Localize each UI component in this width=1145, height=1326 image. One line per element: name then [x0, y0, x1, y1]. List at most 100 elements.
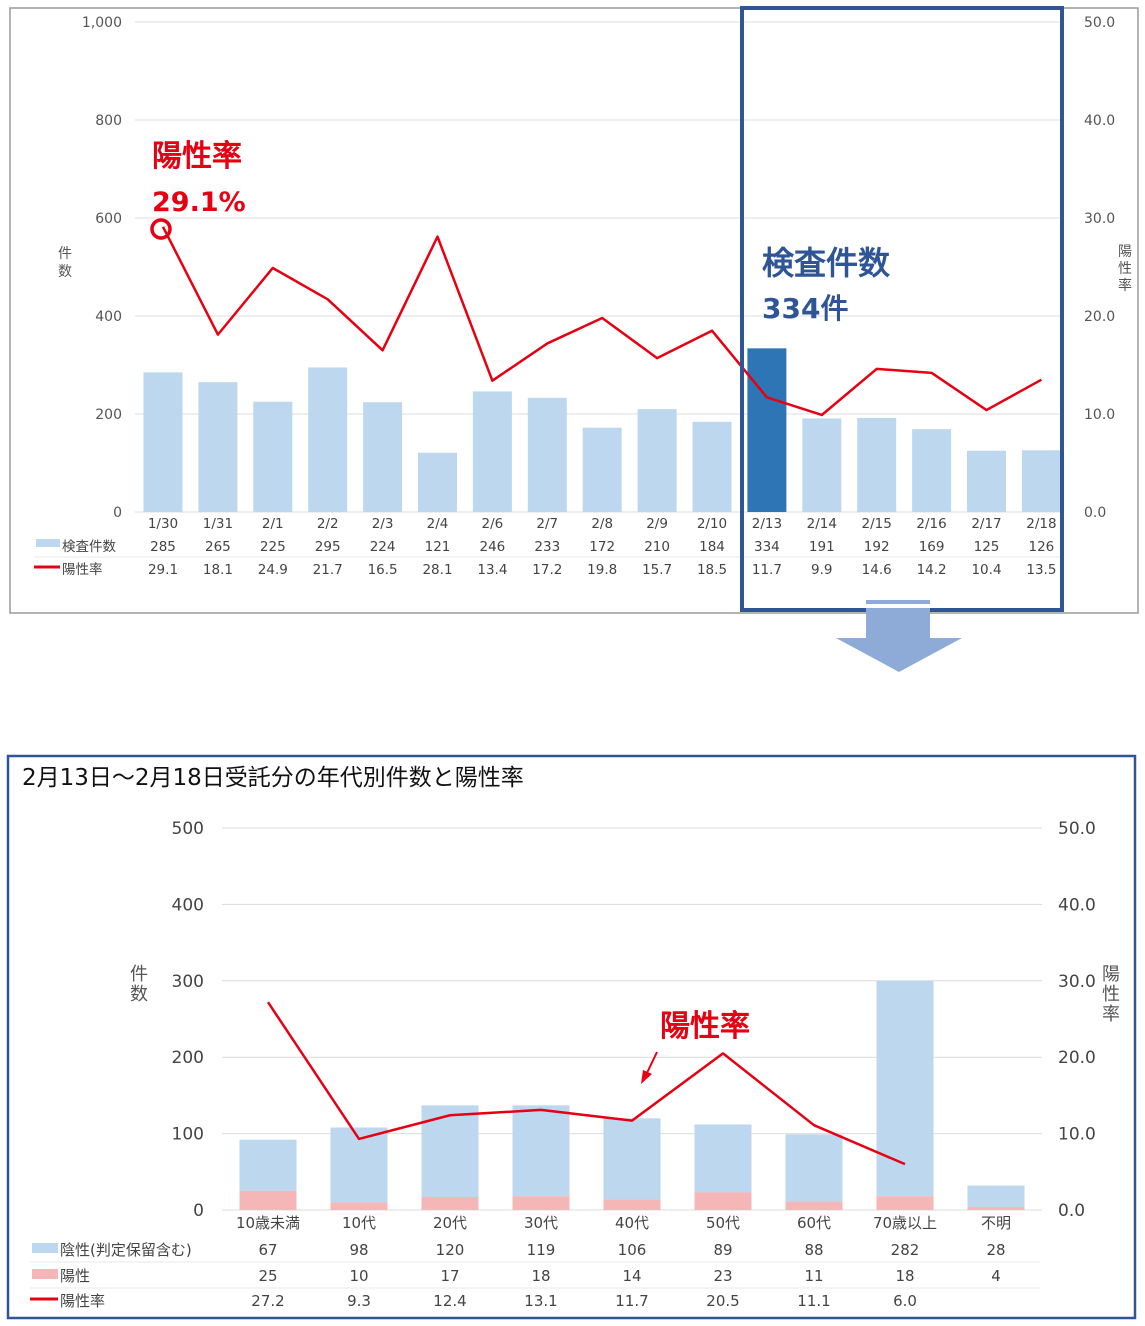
top-count-cell: 210 — [644, 539, 670, 555]
top-bar — [527, 397, 567, 512]
top-category-label: 2/8 — [591, 516, 613, 532]
top-rate-cell: 13.4 — [477, 562, 507, 578]
top-bar — [143, 372, 183, 512]
count-annotation-value: 334件 — [762, 292, 848, 325]
top-bar — [198, 382, 238, 512]
top-bar — [857, 417, 897, 512]
bottom-positive-cell: 14 — [622, 1267, 641, 1285]
top-y-tick-label: 400 — [95, 309, 122, 325]
top-count-cell: 184 — [699, 539, 725, 555]
bottom-positive-bar — [876, 1196, 934, 1210]
bottom-positive-cell: 4 — [991, 1267, 1001, 1285]
bottom-data-table: 67 25 27.2 98 10 9.3 120 17 12.4 119 18 13.1 106 14 11… — [30, 1241, 1040, 1310]
bottom-y-tick-label: 300 — [172, 972, 204, 992]
top-count-cell: 233 — [534, 539, 560, 555]
top-category-label: 2/15 — [862, 516, 892, 532]
top-category-label: 2/18 — [1026, 516, 1056, 532]
bottom-negative-cell: 120 — [436, 1241, 465, 1259]
bottom-rate-cell: 11.1 — [797, 1292, 830, 1310]
bottom-left-axis-label-1: 件 — [130, 964, 148, 985]
top-bar — [967, 450, 1006, 512]
bottom-right-axis-label-3: 率 — [1102, 1004, 1120, 1025]
bottom-y-tick-label: 500 — [172, 819, 204, 839]
bottom-legend-label-rate: 陽性率 — [60, 1292, 105, 1310]
bottom-category-label: 30代 — [524, 1214, 558, 1232]
top-rate-cell: 16.5 — [368, 562, 398, 578]
bottom-y-tick-label: 100 — [172, 1125, 204, 1145]
bottom-y2-tick-label: 10.0 — [1058, 1125, 1096, 1145]
bottom-negative-bar — [421, 1105, 479, 1198]
top-y-tick-label: 200 — [95, 407, 122, 423]
top-rate-cell: 19.8 — [587, 562, 617, 578]
top-data-table: 285 29.1 265 18.1 225 24.9 295 21.7 224 16.5 121 28… — [34, 539, 1060, 578]
top-category-label: 1/30 — [148, 516, 178, 532]
bottom-rate-line — [266, 1001, 906, 1166]
top-category-label: 2/10 — [697, 516, 727, 532]
top-category-label: 2/6 — [482, 516, 504, 532]
bottom-positive-bar — [694, 1192, 752, 1210]
bottom-positive-cell: 25 — [258, 1267, 277, 1285]
top-count-cell: 334 — [754, 539, 780, 555]
bottom-category-label: 70歳以上 — [873, 1214, 937, 1232]
top-bar — [418, 452, 457, 512]
top-left-axis-label-1: 件 — [58, 246, 72, 262]
top-right-axis-ticks: 50.0 40.0 30.0 20.0 10.0 0.0 — [1084, 15, 1115, 521]
bottom-legend-label-negative: 陰性(判定保留含む) — [60, 1241, 192, 1259]
bottom-negative-cell: 28 — [986, 1241, 1005, 1259]
top-rate-cell: 14.2 — [917, 562, 947, 578]
top-y2-tick-label: 30.0 — [1084, 211, 1115, 227]
top-right-axis-label-3: 率 — [1118, 277, 1132, 294]
bottom-chart-frame — [6, 754, 1137, 1320]
bottom-category-labels: 10歳未満 10代 20代 30代 40代 50代 60代 70歳以上 不明 — [236, 1214, 1011, 1232]
bottom-negative-bar — [785, 1134, 843, 1202]
top-bars — [143, 348, 1061, 512]
top-rate-cell: 29.1 — [148, 562, 178, 578]
bottom-negative-bar — [603, 1118, 661, 1200]
top-category-labels: 1/30 1/31 2/1 2/2 2/3 2/4 2/6 2/7 2/8 2/9 2/10 2/13… — [148, 516, 1057, 532]
bottom-rate-cell: 12.4 — [433, 1292, 466, 1310]
top-category-label: 2/9 — [646, 516, 668, 532]
bottom-positive-bar — [421, 1197, 479, 1210]
bottom-y-tick-label: 400 — [172, 895, 204, 915]
bottom-left-axis-ticks: 500 400 300 200 100 0 — [172, 819, 204, 1221]
bottom-y2-tick-label: 0.0 — [1058, 1201, 1085, 1221]
bottom-category-label: 20代 — [433, 1214, 467, 1232]
bottom-negative-cell: 119 — [527, 1241, 556, 1259]
top-category-label: 2/4 — [427, 516, 449, 532]
top-y2-tick-label: 0.0 — [1084, 505, 1106, 521]
top-bar — [747, 348, 787, 512]
top-y2-tick-label: 20.0 — [1084, 309, 1115, 325]
bottom-legend-label-positive: 陽性 — [60, 1267, 90, 1285]
top-bar — [363, 402, 403, 512]
bottom-rate-cell: 20.5 — [706, 1292, 739, 1310]
top-count-cell: 191 — [809, 539, 835, 555]
top-rate-cell: 9.9 — [811, 562, 832, 578]
top-y2-tick-label: 50.0 — [1084, 15, 1115, 31]
top-rate-cell: 28.1 — [422, 562, 452, 578]
top-chart: 1,000 800 600 400 200 0 50.0 40.0 30.0 20.0 10.0 0… — [9, 6, 1139, 614]
bottom-y2-tick-label: 40.0 — [1058, 895, 1096, 915]
bottom-positive-cell: 11 — [804, 1267, 823, 1285]
bottom-negative-bar — [512, 1105, 570, 1197]
top-count-cell: 192 — [864, 539, 890, 555]
top-y-tick-label: 800 — [95, 113, 122, 129]
top-category-label: 2/16 — [916, 516, 946, 532]
top-bar — [1021, 450, 1061, 512]
bottom-rate-cell: 9.3 — [347, 1292, 371, 1310]
top-rate-cell: 11.7 — [752, 562, 782, 578]
top-y-tick-label: 600 — [95, 211, 122, 227]
bottom-negative-cell: 89 — [713, 1241, 732, 1259]
bottom-category-label: 60代 — [797, 1214, 831, 1232]
rate-highlight-circle — [150, 218, 172, 240]
top-bar — [582, 427, 622, 512]
bottom-positive-bar — [967, 1206, 1025, 1210]
bottom-positive-bar — [330, 1202, 388, 1210]
top-bar — [308, 367, 348, 512]
top-y-tick-label: 0 — [113, 505, 122, 521]
bottom-positive-bar — [239, 1190, 297, 1210]
bottom-positive-cell: 18 — [895, 1267, 914, 1285]
bottom-y-tick-label: 200 — [172, 1048, 204, 1068]
bottom-positive-bar — [785, 1201, 843, 1210]
top-category-label: 2/14 — [807, 516, 837, 532]
top-y2-tick-label: 40.0 — [1084, 113, 1115, 129]
